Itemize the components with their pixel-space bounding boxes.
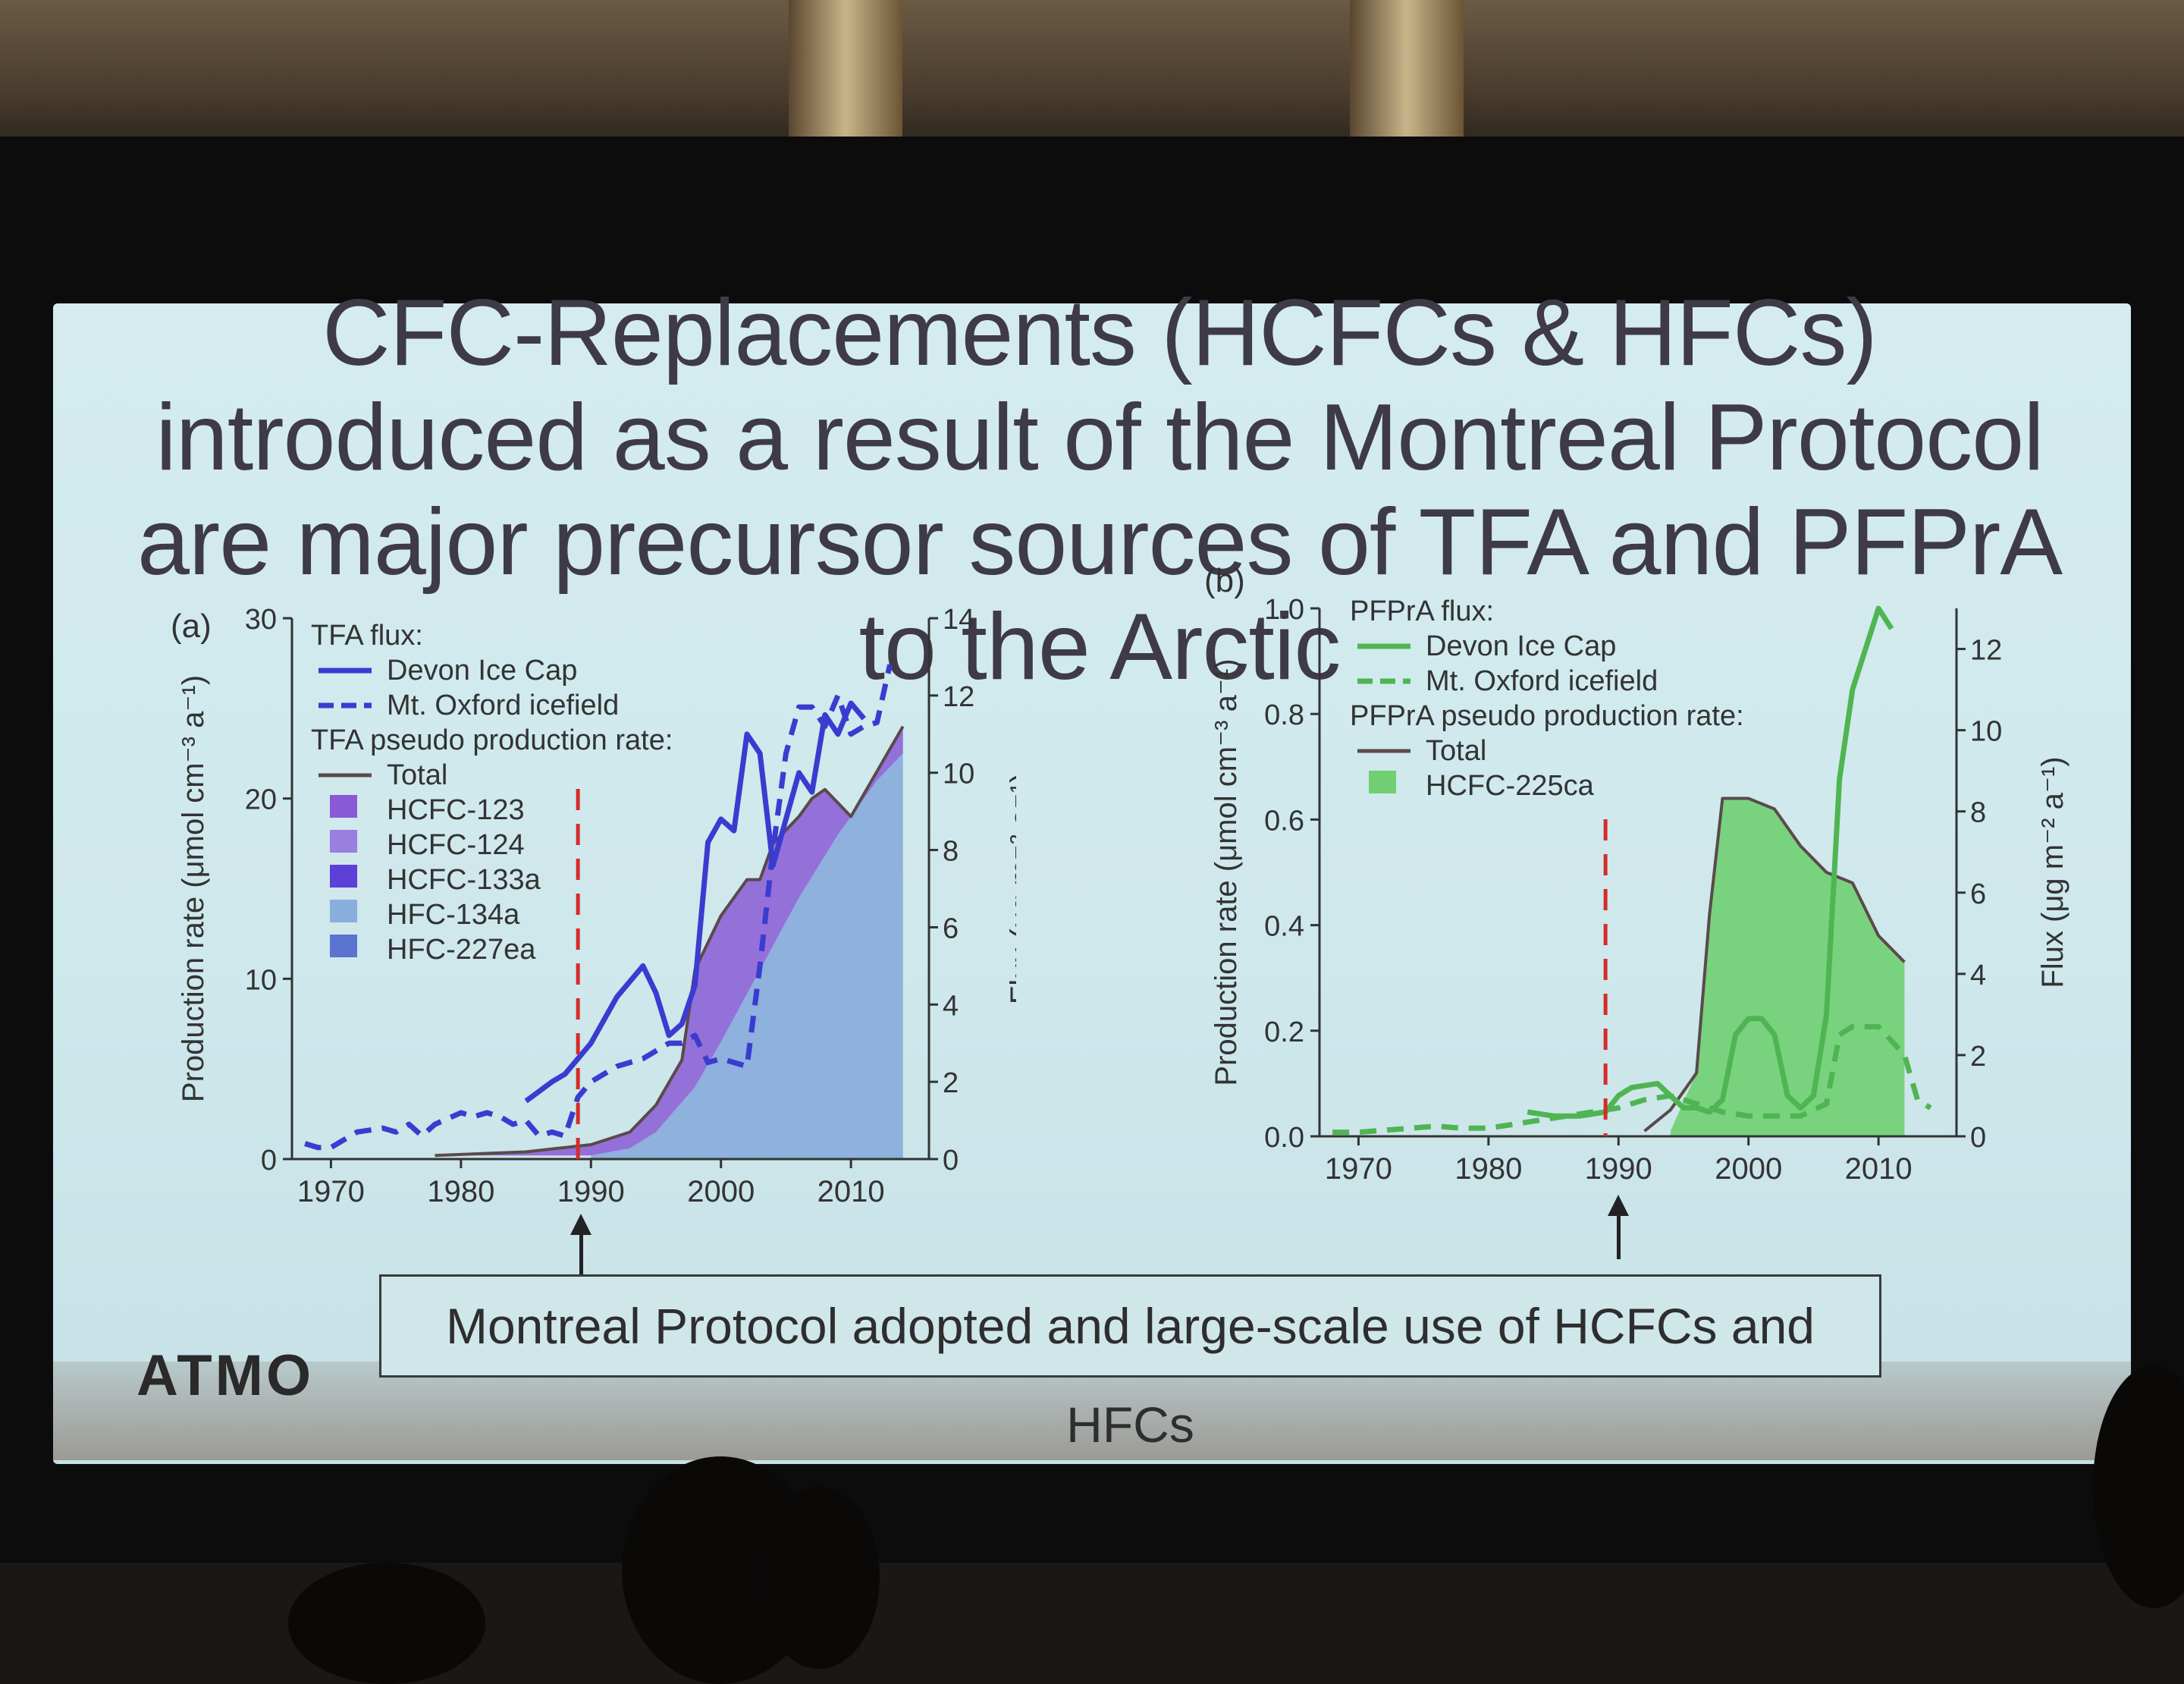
legend-entry: HCFC-133a bbox=[387, 864, 541, 896]
legend-swatch-area bbox=[330, 795, 357, 818]
legend-production-header: PFPrA pseudo production rate: bbox=[1350, 700, 1744, 732]
x-tick-label: 2010 bbox=[1845, 1152, 1913, 1186]
slide-footer-band bbox=[53, 1362, 2131, 1460]
x-tick-label: 1990 bbox=[1585, 1152, 1652, 1186]
y-axis-label-left: Production rate (μmol cm⁻³ a⁻¹) bbox=[1210, 658, 1243, 1085]
legend-entry: HFC-134a bbox=[387, 899, 520, 931]
y-tick-label-right: 12 bbox=[943, 681, 974, 713]
annotation-arrowhead-a bbox=[570, 1214, 592, 1235]
montreal-protocol-annotation: Montreal Protocol adopted and large-scal… bbox=[379, 1274, 1881, 1453]
x-tick-label: 1970 bbox=[1325, 1152, 1392, 1186]
series-devon-ice-cap bbox=[1527, 605, 1894, 1119]
chart-panel-a: 1970 1980 1990 2000 2010 0 10 20 30 0 2 4 6 8 10 12 14 Pr… bbox=[171, 604, 1016, 1208]
y-tick-label-left: 0.6 bbox=[1264, 805, 1304, 837]
y-tick-label-left: 10 bbox=[245, 964, 277, 996]
legend-entry: Total bbox=[387, 759, 447, 791]
annotation-arrowhead-b bbox=[1608, 1195, 1629, 1216]
y-tick-label-right: 8 bbox=[1970, 797, 1986, 829]
x-tick-label: 2000 bbox=[1715, 1152, 1782, 1186]
y-axis-label-right: Flux (μg m⁻² a⁻¹) bbox=[1005, 773, 1016, 1004]
legend-entry: HFC-227ea bbox=[387, 934, 536, 966]
series-total bbox=[1643, 796, 1906, 1133]
y-tick-label-right: 8 bbox=[943, 836, 959, 868]
series-mt-oxford-icefield bbox=[1332, 1023, 1932, 1136]
audience-head bbox=[2093, 1365, 2184, 1608]
background-wall bbox=[0, 0, 2184, 152]
legend-entry: HCFC-225ca bbox=[1426, 770, 1595, 802]
series-mt-oxford-icefield bbox=[304, 664, 893, 1151]
annotation-arrow-b bbox=[1617, 1214, 1621, 1259]
y-tick-label-left: 0.8 bbox=[1264, 699, 1304, 731]
area-hfc-134a bbox=[591, 753, 903, 1159]
legend-swatch-area bbox=[330, 830, 357, 853]
wall-pillar-left bbox=[789, 0, 902, 152]
audience-head bbox=[758, 1487, 880, 1669]
series-total bbox=[435, 725, 905, 1158]
y-tick-label-left: 30 bbox=[245, 604, 277, 636]
audience-head bbox=[288, 1563, 485, 1684]
slide-title: CFC-Replacements (HCFCs & HFCs) introduc… bbox=[136, 281, 2063, 699]
legend-entry: Total bbox=[1426, 735, 1486, 767]
legend-production-header: TFA pseudo production rate: bbox=[311, 724, 673, 756]
legend-flux-header: PFPrA flux: bbox=[1350, 595, 1494, 627]
y-tick-label-right: 10 bbox=[943, 759, 974, 790]
legend-swatch-area bbox=[330, 900, 357, 922]
y-tick-label-right: 10 bbox=[1970, 716, 2002, 748]
legend-swatch-area bbox=[330, 935, 357, 957]
panel-label: (a) bbox=[171, 608, 212, 645]
y-tick-label-right: 0 bbox=[943, 1145, 959, 1177]
legend-entry: Devon Ice Cap bbox=[387, 655, 577, 686]
legend-entry: Mt. Oxford icefield bbox=[1426, 665, 1658, 697]
x-tick-label: 1980 bbox=[1454, 1152, 1522, 1186]
legend-flux-header: TFA flux: bbox=[311, 620, 423, 652]
y-tick-label-left: 0.2 bbox=[1264, 1016, 1304, 1048]
y-tick-label-right: 6 bbox=[1970, 878, 1986, 910]
x-tick-label: 1980 bbox=[427, 1175, 494, 1208]
y-axis-label-left: Production rate (μmol cm⁻³ a⁻¹) bbox=[177, 675, 210, 1102]
y-tick-label-right: 12 bbox=[1970, 635, 2002, 667]
y-tick-label-right: 2 bbox=[1970, 1041, 1986, 1073]
y-tick-label-right: 4 bbox=[943, 990, 959, 1022]
y-tick-label-left: 20 bbox=[245, 784, 277, 816]
y-axis-label-right: Flux (μg m⁻² a⁻¹) bbox=[2036, 756, 2069, 988]
legend-entry: HCFC-124 bbox=[387, 829, 525, 861]
y-tick-label-right: 14 bbox=[943, 604, 974, 636]
legend-entry: Mt. Oxford icefield bbox=[387, 690, 619, 721]
y-tick-label-right: 4 bbox=[1970, 960, 1986, 991]
legend-entry: Devon Ice Cap bbox=[1426, 630, 1616, 662]
legend-swatch-area bbox=[330, 865, 357, 888]
y-tick-label-right: 6 bbox=[943, 913, 959, 944]
y-tick-label-left: 0.4 bbox=[1264, 911, 1304, 943]
y-tick-label-right: 2 bbox=[943, 1067, 959, 1099]
area-hcfc-band bbox=[435, 726, 903, 1156]
atmo-logo: ATMO bbox=[136, 1343, 315, 1408]
x-tick-label: 1990 bbox=[557, 1175, 625, 1208]
series-devon-ice-cap bbox=[524, 700, 866, 1104]
chart-panel-b: 1970 1980 1990 2000 2010 0.0 0.2 0.4 0.6 0.8 1.0 0 2… bbox=[1204, 562, 2069, 1186]
x-tick-label: 1970 bbox=[297, 1175, 365, 1208]
legend-entry: HCFC-123 bbox=[387, 794, 525, 826]
area-hcfc-225ca bbox=[1670, 798, 1905, 1136]
x-tick-label: 2010 bbox=[817, 1175, 885, 1208]
annotation-arrow-a bbox=[579, 1233, 583, 1277]
y-tick-label-right: 0 bbox=[1970, 1122, 1986, 1154]
x-tick-label: 2000 bbox=[687, 1175, 755, 1208]
wall-pillar-right bbox=[1350, 0, 1464, 152]
y-tick-label-left: 1.0 bbox=[1264, 594, 1304, 626]
y-tick-label-left: 0.0 bbox=[1264, 1122, 1304, 1154]
legend-swatch-area bbox=[1369, 771, 1396, 793]
y-tick-label-left: 0 bbox=[261, 1145, 277, 1177]
panel-label: (b) bbox=[1204, 562, 1245, 599]
